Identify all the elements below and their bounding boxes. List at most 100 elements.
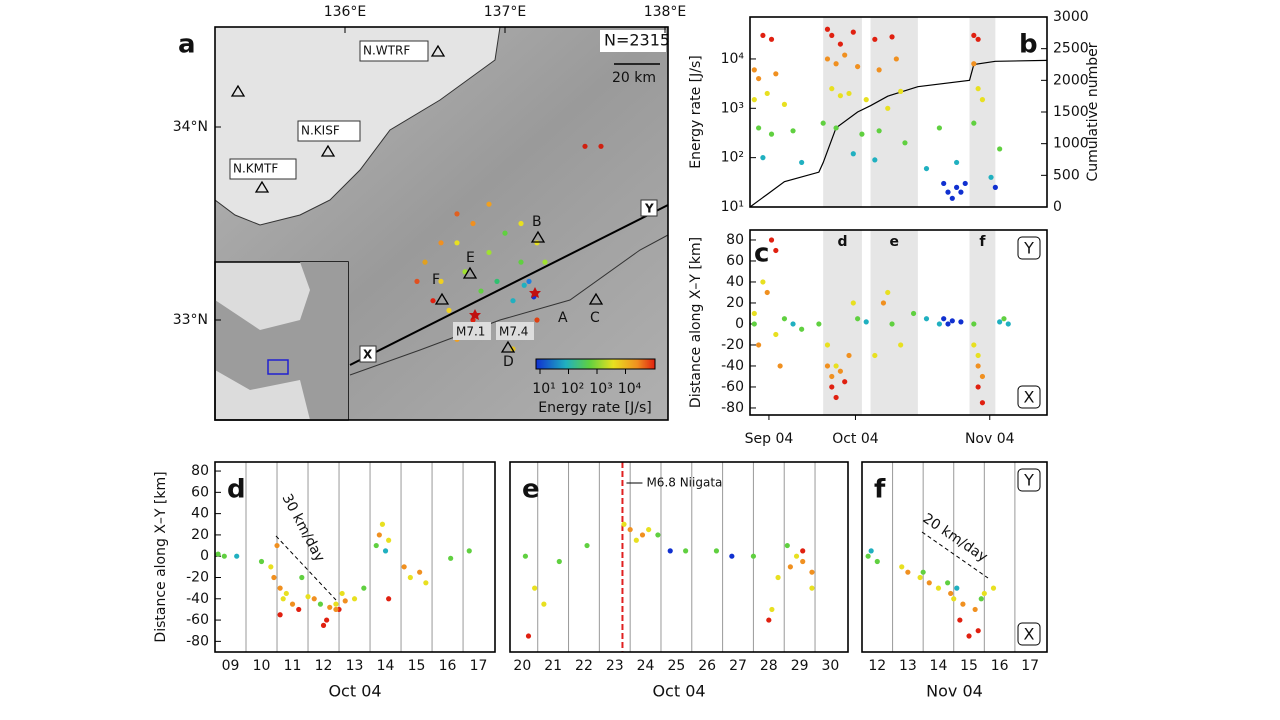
point: [764, 289, 770, 296]
point: [837, 93, 843, 99]
point: [945, 580, 951, 586]
x-tick-label: Oct 04: [832, 431, 879, 447]
x-tick-label: 17: [470, 658, 488, 674]
point: [386, 596, 392, 602]
point: [954, 184, 960, 190]
y-tick-label: -80: [186, 633, 209, 649]
point: [893, 56, 899, 62]
point: [975, 352, 981, 359]
point: [760, 279, 766, 285]
y2-label: Cumulative number: [1085, 42, 1101, 181]
point: [296, 606, 302, 613]
y-tick-label: 20: [726, 295, 744, 311]
lat-label: 34°N: [173, 119, 208, 135]
point: [320, 622, 327, 628]
point: [975, 86, 981, 92]
end-label: X: [1024, 388, 1035, 407]
point: [992, 184, 998, 190]
panel-letter: c: [754, 239, 769, 269]
point: [958, 319, 964, 325]
y2-tick-label: 1500: [1053, 104, 1089, 120]
point: [655, 532, 661, 538]
panel-d: 09 10 11 12 13 14 15 16 17806040200-20-40-60-803…: [153, 461, 496, 701]
point: [271, 574, 277, 581]
x-tick-label: 13: [346, 658, 364, 674]
point: [850, 29, 856, 35]
y-tick-label: 10⁴: [721, 51, 745, 67]
point: [621, 521, 627, 527]
x-tick-label: 22: [575, 658, 593, 674]
event-label: M6.8 Niigata: [646, 476, 722, 490]
profile-end: X: [363, 348, 373, 362]
point: [923, 316, 930, 322]
event: [470, 220, 476, 227]
lon-label: 137°E: [484, 4, 527, 20]
station-label: N.WTRF: [363, 44, 410, 58]
y-label: Distance along X–Y [km]: [688, 237, 704, 408]
event: [486, 201, 492, 207]
colorbar-tick-label: 10²: [561, 381, 584, 397]
x-tick-label: Nov 04: [965, 431, 1015, 447]
point: [910, 310, 917, 317]
point: [268, 564, 274, 570]
y-tick-label: -20: [186, 569, 209, 585]
point: [971, 32, 977, 39]
point: [280, 596, 286, 602]
point: [633, 537, 639, 543]
x-tick-label: 24: [637, 658, 655, 674]
point: [713, 548, 720, 554]
point: [917, 574, 923, 581]
point: [889, 34, 895, 40]
point: [793, 553, 800, 559]
point: [923, 165, 930, 172]
point: [902, 140, 908, 146]
point: [274, 542, 280, 549]
x-tick-label: 16: [991, 658, 1009, 674]
site-label: B: [532, 214, 542, 230]
point: [324, 617, 330, 623]
x-tick-label: 13: [899, 658, 917, 674]
x-tick-label: 10: [253, 658, 271, 674]
y2-tick-label: 0: [1053, 199, 1062, 215]
point: [979, 373, 986, 380]
point: [1001, 316, 1007, 322]
shade-band: [823, 230, 862, 415]
end-label: Y: [1023, 471, 1034, 490]
point: [277, 585, 283, 591]
point: [863, 97, 869, 103]
y-tick-label: -40: [186, 591, 209, 607]
end-label: Y: [1023, 239, 1034, 258]
point: [333, 606, 339, 613]
colorbar-tick-label: 10¹: [532, 381, 555, 397]
point: [971, 342, 977, 348]
point: [885, 105, 891, 111]
point: [376, 532, 382, 538]
y-tick-label: 80: [726, 232, 744, 248]
point: [829, 86, 835, 92]
point: [639, 532, 646, 538]
panel-letter: d: [227, 475, 246, 505]
point: [872, 157, 878, 163]
point: [945, 189, 951, 195]
x-tick-label: 26: [698, 658, 716, 674]
lat-label: 33°N: [173, 312, 208, 328]
point: [936, 321, 942, 327]
point: [466, 548, 472, 554]
y-tick-label: 10³: [721, 100, 744, 116]
point: [646, 526, 652, 533]
event: [510, 298, 516, 304]
event: [438, 278, 444, 284]
inset-box: [267, 359, 289, 375]
event: [486, 249, 492, 256]
x-label: Nov 04: [926, 682, 983, 701]
point: [766, 617, 772, 623]
y-tick-label: 20: [191, 527, 209, 543]
trough: [349, 234, 669, 376]
point: [760, 32, 766, 39]
point: [863, 319, 869, 325]
point: [829, 373, 835, 380]
point: [850, 151, 856, 157]
x-label: Oct 04: [652, 682, 705, 701]
site-label: D: [503, 354, 514, 370]
point: [972, 606, 978, 613]
